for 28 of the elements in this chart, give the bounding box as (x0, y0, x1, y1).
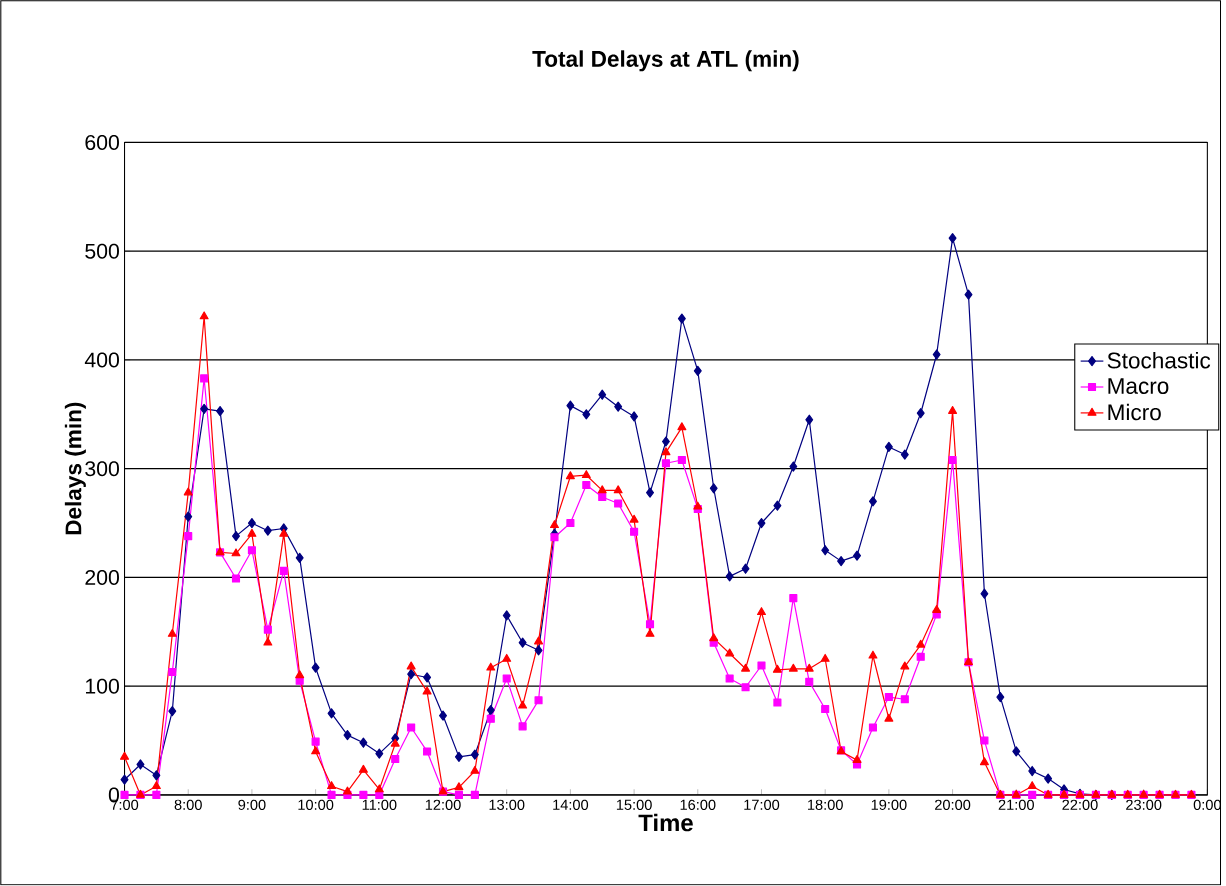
x-tick-label: 12:00 (425, 799, 461, 811)
x-tick-label: 21:00 (998, 799, 1034, 811)
y-tick-label: 300 (85, 461, 119, 477)
chart-title: Total Delays at ATL (min) (532, 50, 799, 72)
y-tick-label: 200 (85, 570, 119, 586)
y-axis-title: Delays (min) (64, 402, 86, 535)
y-tick-label: 500 (85, 243, 119, 259)
x-tick-label: 11:00 (362, 799, 397, 811)
legend-label: Stochastic (1107, 352, 1211, 369)
x-tick-label: 14:00 (553, 799, 589, 811)
x-tick-label: 16:00 (680, 799, 716, 811)
x-tick-label: 20:00 (935, 799, 971, 811)
y-tick-label: 100 (86, 678, 119, 694)
x-tick-label: 18:00 (808, 799, 843, 811)
x-tick-label: 15:00 (616, 799, 652, 811)
x-tick-label: 19:00 (871, 799, 907, 811)
x-tick-label: 10:00 (298, 799, 334, 811)
x-tick-label: 9:00 (238, 799, 266, 811)
x-tick-label: 17:00 (744, 799, 780, 811)
x-tick-label: 22:00 (1062, 799, 1098, 811)
legend-label: Micro (1108, 403, 1161, 421)
x-tick-label: 8:00 (174, 799, 202, 811)
legend-label: Macro (1108, 378, 1169, 395)
x-tick-label: 23:00 (1126, 799, 1162, 811)
x-axis-title: Time (638, 813, 693, 832)
y-tick-label: 400 (84, 352, 119, 368)
y-tick-label: 600 (85, 135, 119, 151)
x-tick-label: 13:00 (489, 799, 525, 811)
